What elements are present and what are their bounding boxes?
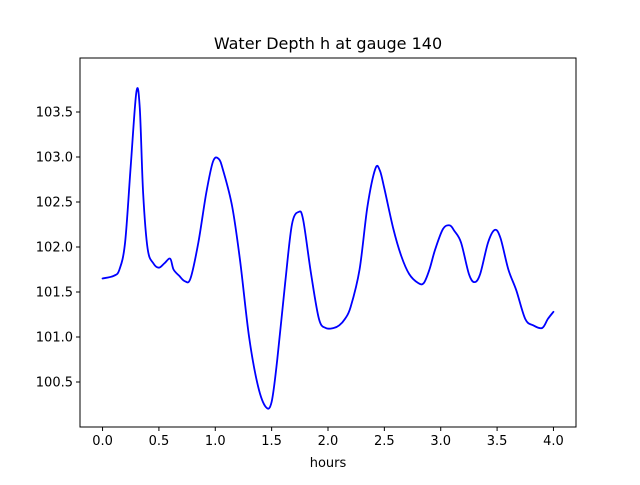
x-tick-label: 2.0 [318,434,339,449]
water-depth-line [101,87,555,410]
y-tick-label: 103.0 [36,151,73,166]
y-tick-label: 102.5 [36,196,73,211]
y-tick-label: 101.0 [36,331,73,346]
plot-series-group [101,87,555,410]
y-axis-ticks: 100.5 101.0 101.5 102.0 102.5 103.0 103.5 [36,106,80,391]
y-tick-label: 102.0 [36,241,73,256]
x-tick-label: 0.0 [92,434,113,449]
x-axis-label: hours [310,456,347,471]
x-tick-label: 1.0 [205,434,226,449]
plot-frame [79,57,577,428]
y-tick-label: 100.5 [36,376,73,391]
x-tick-label: 3.5 [487,434,508,449]
x-tick-label: 2.5 [374,434,395,449]
chart-title: Water Depth h at gauge 140 [214,34,442,53]
y-tick-label: 103.5 [36,106,73,121]
x-tick-label: 4.0 [543,434,564,449]
x-tick-label: 3.0 [430,434,451,449]
x-tick-label: 1.5 [261,434,282,449]
x-axis-ticks: 0.0 0.5 1.0 1.5 2.0 2.5 3.0 3.5 4.0 [92,427,564,449]
y-tick-label: 101.5 [36,286,73,301]
x-tick-label: 0.5 [149,434,170,449]
